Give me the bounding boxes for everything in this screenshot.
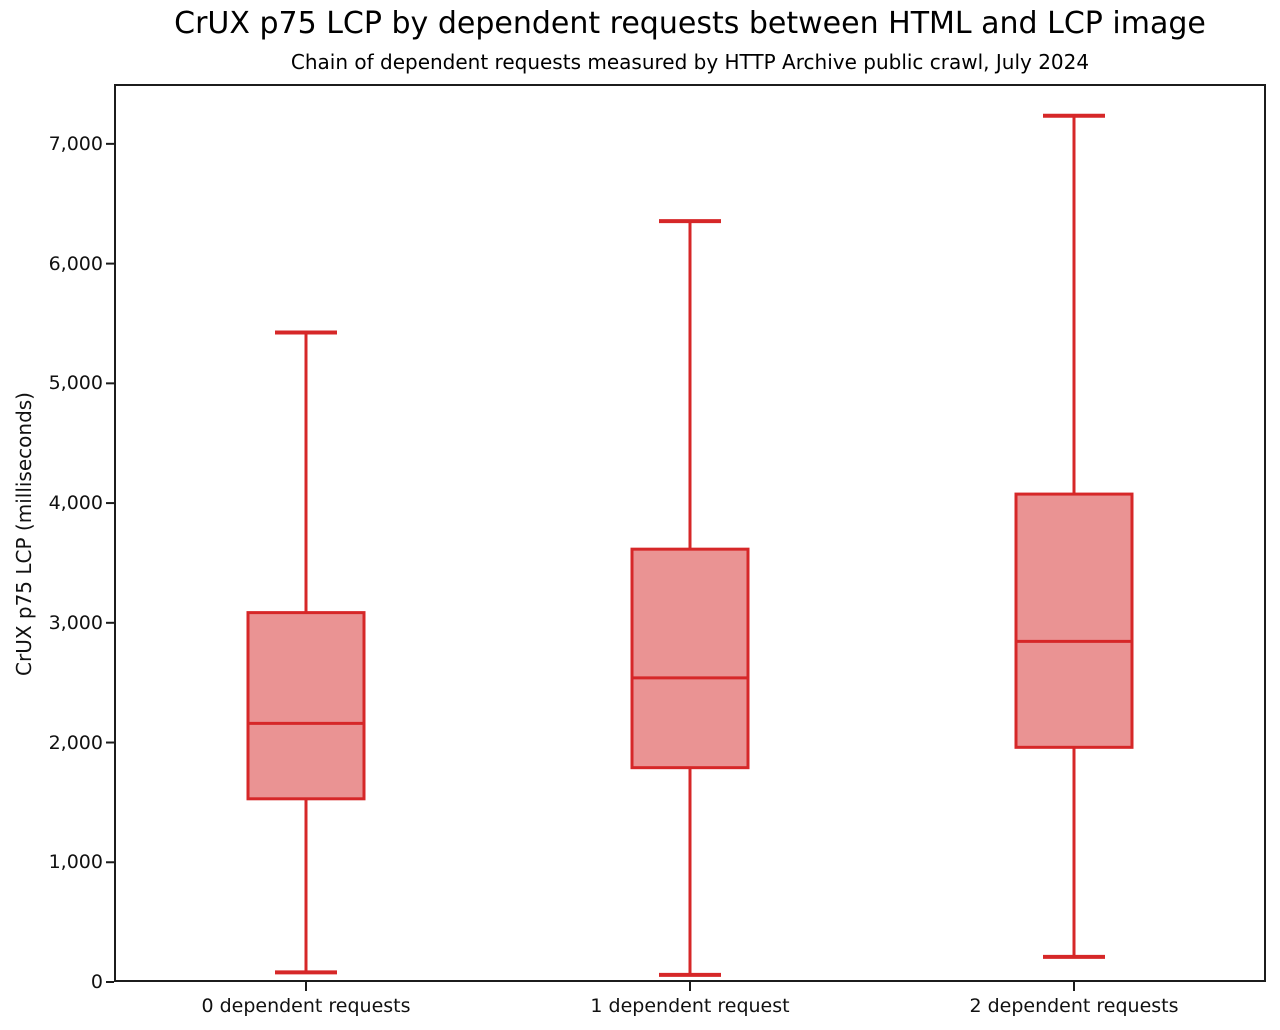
y-tick-label: 6,000	[48, 252, 103, 275]
x-tick-label: 2 dependent requests	[969, 995, 1179, 1017]
boxplot-canvas	[106, 84, 1266, 991]
y-tick-label: 3,000	[48, 611, 103, 634]
y-tick-label: 7,000	[48, 132, 103, 155]
axes-spines	[114, 84, 1266, 982]
y-tick-label: 4,000	[48, 492, 103, 515]
y-tick-label: 2,000	[48, 731, 103, 754]
iqr-box	[630, 547, 750, 770]
x-tick-label: 0 dependent requests	[201, 995, 411, 1017]
iqr-box	[246, 611, 366, 801]
x-tick-label: 1 dependent request	[590, 995, 790, 1017]
chart-title: CrUX p75 LCP by dependent requests betwe…	[174, 6, 1206, 41]
y-tick-label: 1,000	[48, 851, 103, 874]
y-tick-label: 5,000	[48, 372, 103, 395]
y-tick-label: 0	[90, 971, 103, 993]
iqr-box	[1014, 492, 1134, 749]
chart-subtitle: Chain of dependent requests measured by …	[290, 50, 1090, 74]
